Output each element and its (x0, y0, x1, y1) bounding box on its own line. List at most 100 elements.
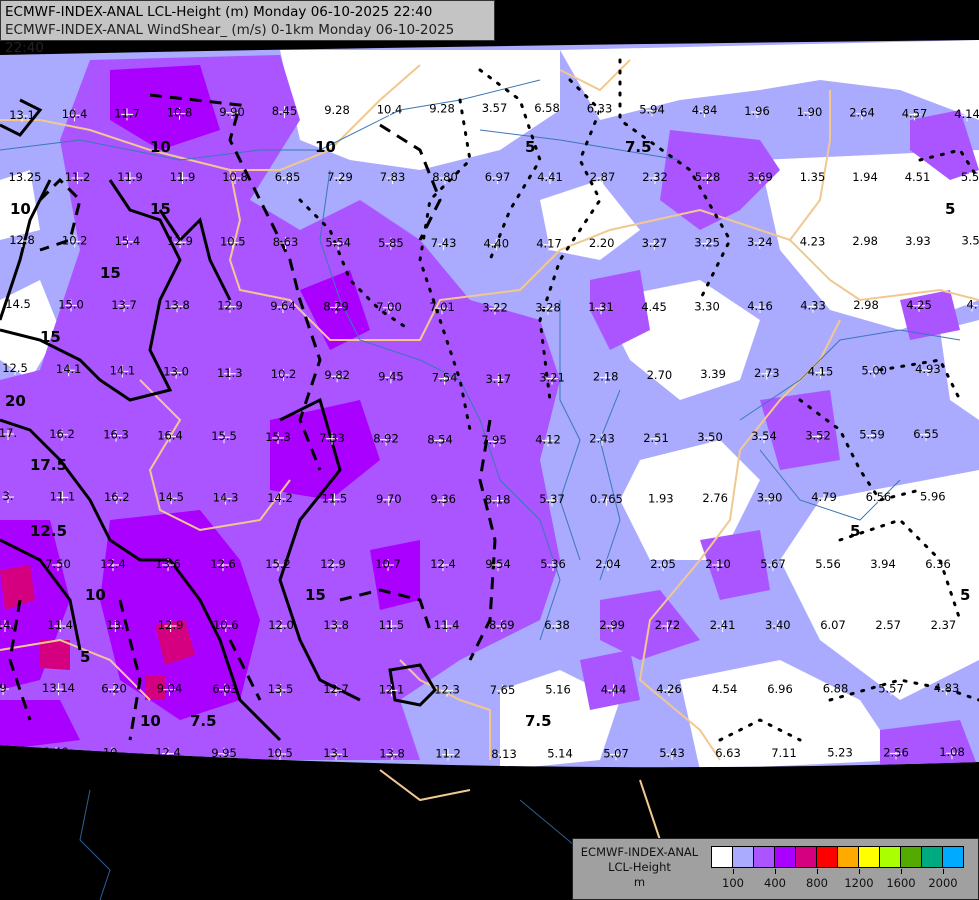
station-value: 11.5 (322, 491, 347, 506)
station-cross-icon (492, 559, 504, 571)
station-label: 8.69 (489, 618, 515, 632)
station-cross-icon (913, 299, 925, 312)
station-cross-icon (219, 620, 232, 632)
station-label: 4.84 (692, 103, 718, 117)
station-label: 6.38 (544, 618, 570, 632)
station-cross-icon (217, 559, 229, 571)
station-cross-icon (274, 748, 286, 760)
station-cross-icon (334, 172, 346, 184)
station-value: 12.1 (379, 682, 405, 696)
station-label: 10.2 (271, 367, 297, 381)
station-label: 2.43 (589, 432, 615, 446)
station-value: 16.4 (157, 428, 183, 443)
station-cross-icon (807, 300, 819, 313)
station-label: 9.28 (429, 102, 455, 116)
station-label: 12.5 (2, 361, 28, 375)
station-values: 13.1 10.4 11.7 10.8 9.90 8.45 9.28 10.4 9.28 3.57… (0, 101, 979, 761)
station-label: 9.82 (324, 368, 350, 382)
station-cross-icon (860, 300, 872, 313)
station-cross-icon (165, 492, 178, 505)
legend-tick (859, 869, 860, 874)
station-cross-icon (19, 172, 31, 184)
station-cross-icon (966, 299, 978, 312)
station-value: 10.8 (167, 106, 192, 120)
station-label: 2.70 (647, 368, 673, 382)
station-value: 16.2 (104, 490, 130, 504)
station-label: 4.17 (536, 237, 562, 251)
station-label: 7.54 (432, 371, 458, 385)
station-cross-icon (442, 748, 454, 761)
station-label: 9.95 (211, 746, 237, 760)
legend-tick-label: 1600 (886, 876, 916, 890)
station-label: 1.94 (852, 170, 878, 184)
station-cross-icon (327, 559, 339, 571)
station-value: 1.96 (744, 104, 770, 118)
station-label: 3.21 (539, 371, 565, 385)
station-value: 0.765 (590, 492, 623, 506)
station-value: 14.5 (158, 490, 184, 504)
station-value: 15.3 (265, 430, 291, 444)
station-cross-icon (163, 683, 176, 696)
station-value: 2.05 (650, 557, 676, 571)
station-value: 2.18 (593, 369, 619, 384)
station-cross-icon (219, 683, 231, 696)
station-cross-icon (859, 236, 872, 249)
station-value: 5.59 (859, 428, 885, 442)
station-value: 5.85 (378, 236, 404, 250)
legend-tick (901, 869, 902, 874)
station-label: 8.29 (323, 299, 349, 313)
station-label: 2.72 (655, 618, 681, 632)
station-label: 2.32 (642, 170, 668, 184)
station-cross-icon (68, 235, 81, 248)
station-value: 11.5 (379, 618, 404, 632)
station-cross-icon (701, 237, 714, 250)
station-label: 9.64 (270, 299, 296, 313)
station-value: 4.26 (656, 682, 682, 696)
station-value: 3.27 (642, 236, 668, 250)
station-label: 2.98 (852, 234, 878, 248)
station-label: 6.07 (820, 618, 846, 632)
station-value: 13.1 (9, 108, 35, 122)
legend-swatch (775, 847, 796, 867)
station-cross-icon (0, 683, 9, 695)
station-cross-icon (274, 684, 287, 696)
station-label: 11.3 (217, 366, 243, 380)
station-label: 5.00 (861, 363, 887, 377)
station-cross-icon (164, 620, 177, 632)
station-cross-icon (546, 372, 558, 385)
map-title-box: ECMWF-INDEX-ANAL LCL-Height (m) Monday 0… (0, 0, 495, 56)
station-value: 5.16 (545, 683, 571, 697)
contour-label: 5 (945, 200, 955, 218)
station-label: 8.13 (491, 747, 517, 761)
station-label: 9.45 (378, 369, 404, 383)
station-label: 3.17 (485, 372, 511, 386)
station-cross-icon (434, 434, 446, 447)
contour-label: 15 (150, 200, 171, 218)
station-value: 3.57 (482, 101, 508, 115)
station-value: 5.23 (827, 746, 853, 760)
station-value: 15.2 (265, 557, 291, 571)
station-value: 7.43 (431, 236, 456, 251)
station-value: 2.73 (754, 366, 780, 380)
station-label: 14.1 (110, 363, 136, 377)
station-label: 14.1 (56, 362, 82, 376)
legend-swatch (712, 847, 733, 867)
station-value: 4.54 (712, 682, 737, 696)
station-value: 3.25 (694, 235, 720, 250)
station-label: 1.08 (939, 745, 965, 759)
station-cross-icon (330, 748, 342, 761)
station-cross-icon (226, 106, 238, 119)
station-cross-icon (71, 172, 84, 184)
station-label: 15.0 (58, 297, 84, 311)
station-cross-icon (663, 684, 675, 697)
station-cross-icon (110, 491, 123, 504)
legend-swatch (901, 847, 922, 867)
station-value: 12.4 (100, 557, 126, 571)
station-label: 1.31 (588, 300, 614, 314)
station-value: 17. (0, 426, 17, 440)
station-cross-icon (596, 433, 608, 446)
station-label: 14.2 (267, 491, 293, 505)
station-label: 9 (0, 681, 7, 695)
station-value: 13.6 (155, 557, 181, 571)
station-cross-icon (599, 371, 612, 384)
